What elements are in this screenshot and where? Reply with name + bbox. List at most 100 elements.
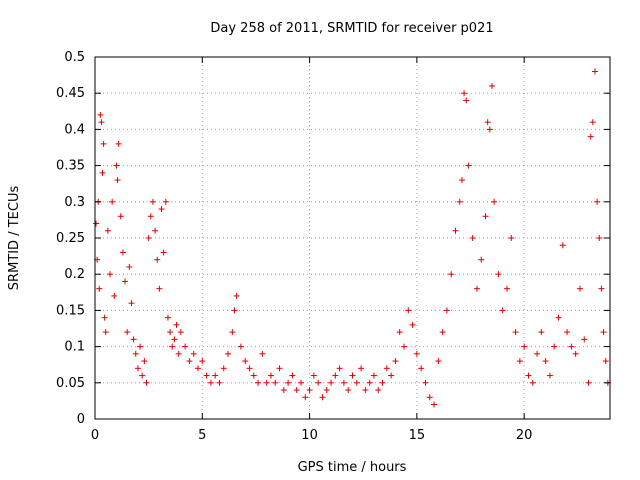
- data-point: [280, 387, 287, 394]
- data-point: [195, 365, 201, 372]
- data-point: [152, 227, 159, 234]
- data-point: [504, 285, 510, 292]
- data-point: [216, 379, 223, 386]
- data-point: [298, 379, 304, 386]
- data-point: [370, 372, 377, 379]
- data-point: [169, 343, 176, 350]
- data-point: [267, 372, 274, 379]
- data-point: [255, 379, 262, 386]
- data-point: [149, 198, 156, 205]
- data-point: [199, 358, 206, 365]
- data-point: [128, 300, 135, 307]
- y-tick-label: 0.1: [64, 340, 85, 355]
- data-point: [591, 68, 598, 75]
- y-tick-label: 0.4: [64, 122, 85, 137]
- data-point: [486, 126, 493, 133]
- data-point: [319, 394, 326, 401]
- data-point: [175, 350, 182, 357]
- data-point: [100, 140, 107, 147]
- data-point: [366, 379, 373, 386]
- data-point: [306, 387, 313, 394]
- data-point: [315, 379, 322, 386]
- data-point: [508, 235, 515, 241]
- y-tick-label: 0.25: [56, 231, 85, 246]
- data-point: [104, 227, 111, 234]
- data-point: [488, 82, 495, 89]
- data-point: [452, 227, 459, 234]
- data-point: [114, 177, 121, 184]
- data-point: [478, 256, 485, 263]
- data-point: [147, 213, 154, 220]
- data-point: [379, 379, 386, 386]
- y-tick-label: 0.2: [64, 267, 85, 282]
- data-point: [119, 249, 126, 256]
- data-point: [534, 350, 541, 357]
- y-tick-label: 0.3: [64, 195, 85, 210]
- data-point: [293, 387, 300, 394]
- data-point: [422, 379, 429, 386]
- x-tick-label: 10: [301, 428, 318, 443]
- data-point: [101, 314, 108, 321]
- x-tick-label: 5: [198, 428, 206, 443]
- data-point: [484, 119, 491, 126]
- data-point: [122, 278, 129, 285]
- data-point: [132, 350, 139, 357]
- data-point: [107, 271, 114, 278]
- data-point: [162, 198, 169, 205]
- data-point: [495, 271, 502, 278]
- data-point: [124, 329, 131, 336]
- data-point: [362, 387, 369, 394]
- data-point: [98, 119, 105, 126]
- data-point: [302, 394, 309, 401]
- data-point: [568, 343, 575, 350]
- data-point: [328, 379, 335, 386]
- x-tick-label: 0: [91, 428, 99, 443]
- data-point: [587, 133, 594, 140]
- axis-ticks: [94, 56, 610, 420]
- data-point: [469, 235, 476, 241]
- data-point: [358, 365, 365, 372]
- data-point: [521, 343, 528, 350]
- data-point: [99, 169, 106, 176]
- data-point: [285, 379, 292, 386]
- data-point: [388, 372, 395, 379]
- data-point: [396, 329, 403, 336]
- grid-lines: [95, 57, 610, 419]
- data-point: [448, 271, 455, 278]
- data-point: [102, 329, 109, 336]
- data-point: [336, 365, 343, 372]
- data-point: [109, 198, 116, 205]
- data-point: [353, 379, 360, 386]
- data-point: [458, 177, 465, 184]
- data-point: [589, 119, 596, 126]
- data-point: [463, 97, 470, 104]
- data-point: [602, 358, 609, 365]
- data-point: [473, 285, 480, 292]
- data-point: [405, 307, 412, 314]
- data-point: [551, 343, 558, 350]
- data-point: [134, 365, 141, 372]
- data-point: [572, 350, 579, 357]
- x-tick-labels: 0 5 10 15 20: [91, 428, 533, 443]
- data-point: [600, 329, 607, 336]
- data-point: [272, 379, 279, 386]
- data-point: [139, 372, 146, 379]
- data-point: [203, 372, 210, 379]
- data-point: [439, 329, 446, 336]
- data-point: [233, 292, 240, 299]
- x-tick-label: 15: [409, 428, 426, 443]
- data-point: [383, 365, 390, 372]
- data-points: [93, 68, 611, 408]
- data-point: [220, 365, 227, 372]
- data-point: [559, 242, 566, 249]
- data-point: [401, 343, 407, 350]
- data-point: [126, 263, 133, 270]
- data-point: [182, 343, 189, 350]
- data-point: [190, 350, 197, 357]
- data-point: [246, 365, 253, 372]
- data-point: [212, 372, 219, 379]
- data-point: [231, 307, 238, 314]
- data-point: [97, 111, 104, 118]
- chart-title: Day 258 of 2011, SRMTID for receiver p02…: [210, 21, 493, 36]
- data-point: [137, 343, 144, 350]
